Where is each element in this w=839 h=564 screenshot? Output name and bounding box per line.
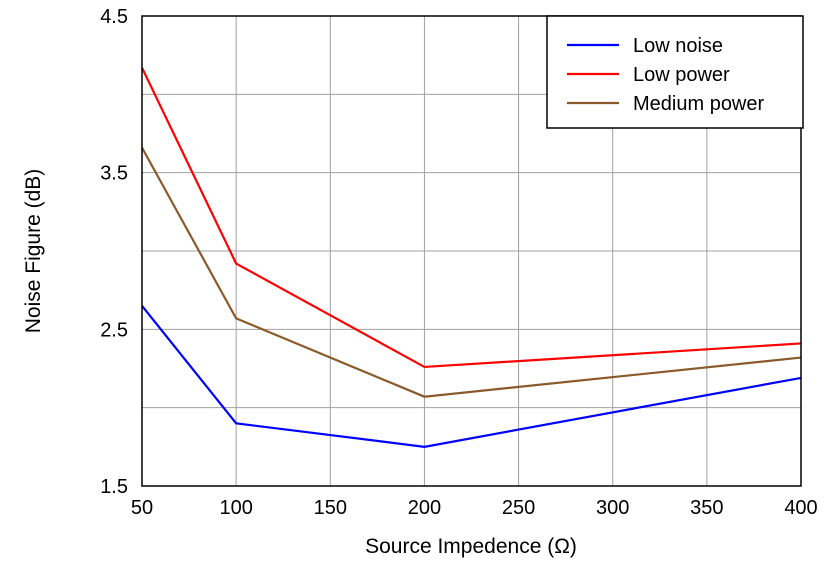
- legend-label: Low power: [633, 64, 730, 86]
- x-tick-label: 250: [502, 497, 535, 519]
- tick-labels: 50 100 150 200 250 300 350 400 1.5 2.5 3.5 4.5: [100, 6, 818, 519]
- y-tick-label: 4.5: [100, 6, 128, 28]
- x-tick-label: 300: [596, 497, 629, 519]
- y-axis-label: Noise Figure (dB): [22, 169, 45, 334]
- series-line-medium-power: [141, 147, 802, 398]
- legend-label: Low noise: [633, 35, 723, 57]
- legend-box: [546, 15, 804, 129]
- series-line-low-power: [141, 67, 802, 369]
- series-lines: [141, 67, 802, 448]
- legend: Low noise Low power Medium power: [546, 15, 804, 129]
- series-line-low-noise: [141, 305, 802, 448]
- legend-label: Medium power: [633, 93, 765, 115]
- y-tick-label: 2.5: [100, 319, 128, 341]
- x-tick-label: 100: [219, 497, 252, 519]
- x-tick-label: 150: [314, 497, 347, 519]
- x-tick-label: 50: [131, 497, 153, 519]
- plot-frame: [141, 15, 802, 487]
- x-tick-label: 400: [784, 497, 817, 519]
- y-tick-label: 3.5: [100, 163, 128, 185]
- y-tick-label: 1.5: [100, 476, 128, 498]
- x-tick-label: 200: [408, 497, 441, 519]
- x-axis-label: Source Impedence (Ω): [365, 535, 577, 558]
- x-tick-label: 350: [690, 497, 723, 519]
